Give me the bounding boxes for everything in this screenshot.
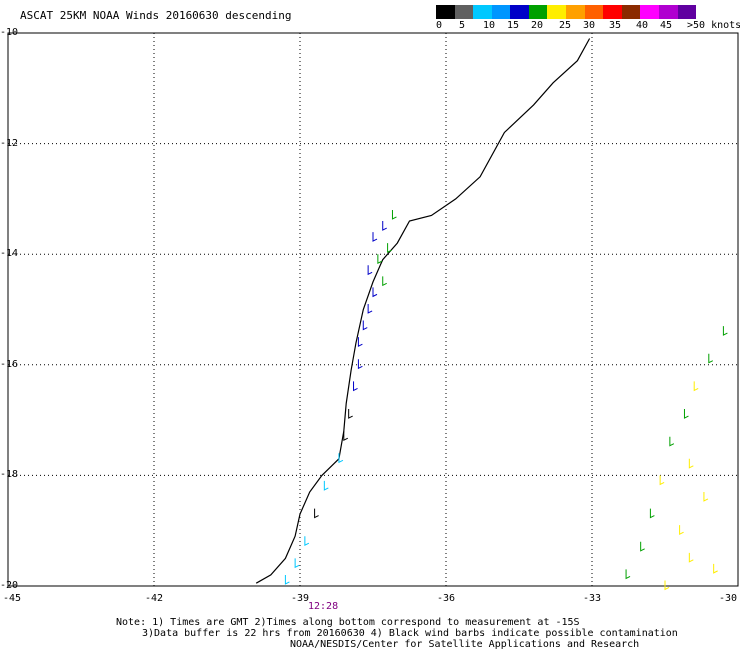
scale-swatch <box>547 5 567 19</box>
wind-barb <box>294 558 300 569</box>
longitude-label: -39 <box>290 593 310 604</box>
longitude-label: -45 <box>2 593 22 604</box>
time-label: 12:28 <box>308 601 339 612</box>
wind-barb <box>314 508 319 519</box>
scale-swatch <box>640 5 659 19</box>
scale-swatch <box>436 5 455 19</box>
scale-swatch <box>454 5 474 19</box>
wind-barb <box>688 552 694 563</box>
scale-swatch <box>473 5 492 19</box>
wind-barb <box>353 381 358 392</box>
wind-barb <box>348 409 353 419</box>
wind-barb <box>357 359 363 370</box>
latitude-label: -18 <box>0 469 19 481</box>
note-line-3: NOAA/NESDIS/Center for Satellite Applica… <box>290 639 640 650</box>
latitude-label: -20 <box>0 580 19 591</box>
scale-swatch <box>621 5 641 19</box>
wind-barb <box>649 508 655 519</box>
scale-label: >50 knots <box>687 20 740 31</box>
wind-map <box>7 32 739 591</box>
wind-barb <box>323 480 329 491</box>
wind-barb <box>372 232 378 242</box>
scale-label: 5 <box>459 20 466 31</box>
wind-barb <box>640 541 645 552</box>
wind-barb <box>304 536 310 547</box>
latitude-label: -12 <box>0 137 19 149</box>
note-line-2: 3)Data buffer is 22 hrs from 20160630 4)… <box>142 628 678 639</box>
wind-barb <box>688 458 694 469</box>
longitude-label: -33 <box>582 593 602 604</box>
latitude-label: -16 <box>0 358 19 370</box>
scale-swatch <box>658 5 678 19</box>
latitude-label: -10 <box>0 27 19 38</box>
wind-barb <box>367 303 373 314</box>
wind-barb <box>367 265 373 276</box>
longitude-label: -30 <box>718 593 738 604</box>
wind-barb <box>343 431 349 441</box>
scale-swatch <box>510 5 529 19</box>
wind-barb <box>683 409 689 419</box>
wind-barb <box>703 491 709 502</box>
scale-swatch <box>603 5 622 19</box>
scale-swatch <box>528 5 548 19</box>
scale-label: 25 <box>559 20 572 31</box>
wind-barb <box>387 243 392 253</box>
scale-label: 35 <box>609 20 622 31</box>
scale-label: 40 <box>636 20 649 31</box>
wind-barb <box>338 453 344 464</box>
coastline <box>255 38 591 584</box>
wind-barb <box>693 381 699 392</box>
wind-barb <box>372 287 378 298</box>
wind-barb <box>357 337 363 347</box>
wind-barb <box>625 569 631 580</box>
wind-barb <box>664 580 670 591</box>
scale-swatch <box>584 5 604 19</box>
scale-label: 15 <box>507 20 520 31</box>
wind-barb <box>391 209 397 220</box>
longitude-label: -42 <box>144 593 164 604</box>
scale-label: 0 <box>436 20 443 31</box>
scale-label: 10 <box>483 20 496 31</box>
scale-label: 20 <box>531 20 544 31</box>
wind-barb <box>669 436 675 447</box>
wind-barb <box>382 221 387 231</box>
wind-barb <box>679 525 684 535</box>
scale-label: 30 <box>583 20 596 31</box>
wind-barb <box>708 353 714 364</box>
scale-label: 45 <box>660 20 673 31</box>
longitude-label: -36 <box>436 593 456 604</box>
wind-barb <box>362 320 368 331</box>
wind-barb <box>713 563 718 574</box>
wind-barb <box>284 574 290 585</box>
scale-swatch <box>566 5 585 19</box>
scale-swatch <box>677 5 697 19</box>
note-line-1: Note: 1) Times are GMT 2)Times along bot… <box>116 617 580 628</box>
wind-speed-color-scale <box>436 5 697 19</box>
scale-swatch <box>491 5 511 19</box>
wind-barb <box>659 475 665 486</box>
map-title: ASCAT 25KM NOAA Winds 20160630 descendin… <box>20 9 292 22</box>
wind-barb <box>382 276 387 287</box>
wind-barb <box>377 254 383 265</box>
wind-barb <box>722 326 728 336</box>
map-frame <box>7 32 739 587</box>
latitude-label: -14 <box>0 248 19 260</box>
